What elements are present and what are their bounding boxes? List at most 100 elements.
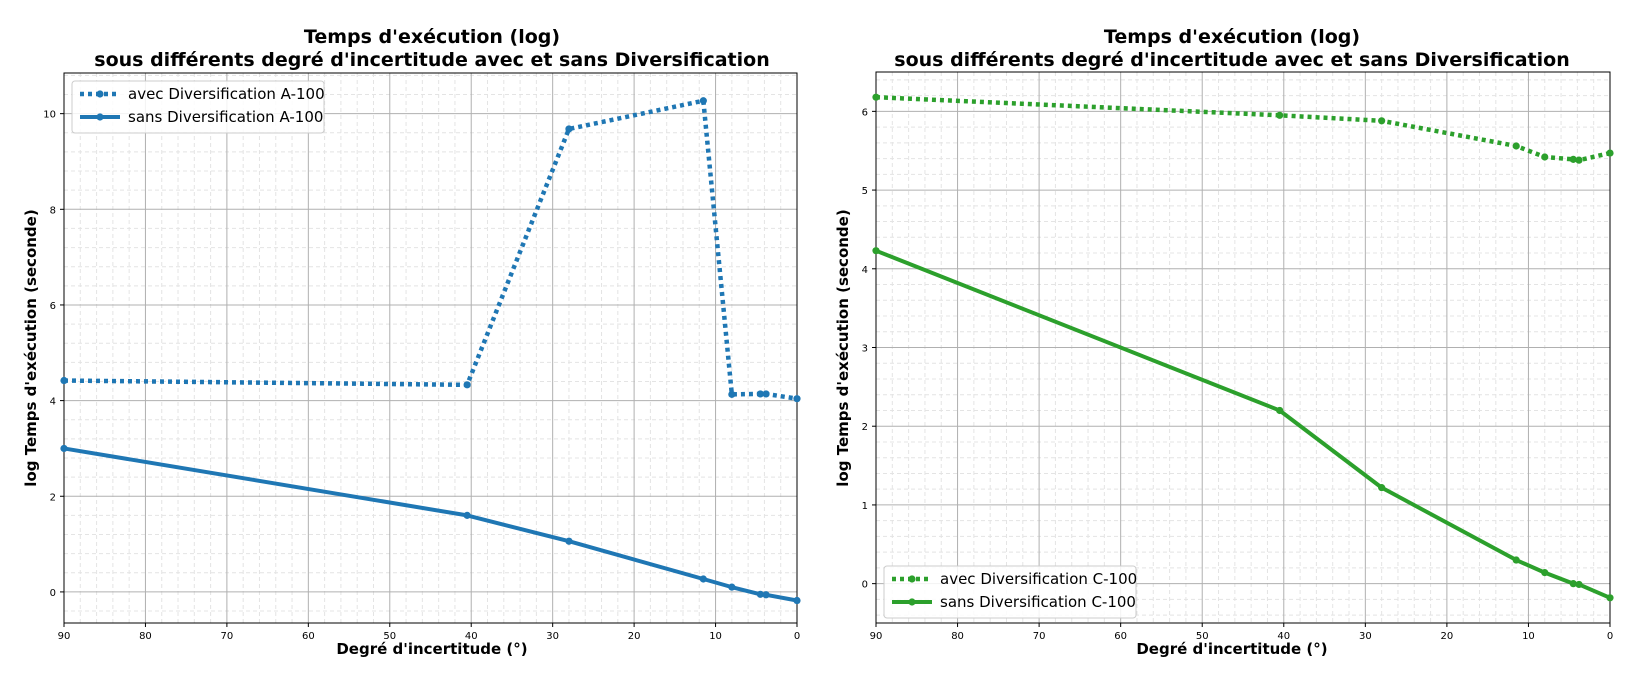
x-tick-label: 90	[870, 631, 883, 642]
legend-box	[71, 80, 325, 134]
y-tick-label: 2	[862, 422, 868, 433]
chart-right-y-axis-label: log Temps d'exécution (seconde)	[834, 209, 852, 486]
data-point	[728, 583, 736, 591]
x-tick-label: 80	[951, 631, 964, 642]
data-point	[1541, 569, 1549, 577]
data-point	[1378, 117, 1386, 125]
chart-left-plot: 90 80 70 60 50 40 30 20 10 0 0 2 4 6 8 10 avec Diversifi…	[43, 72, 801, 642]
data-point	[872, 93, 880, 101]
y-tick-label: 5	[862, 186, 868, 197]
data-point	[1569, 580, 1577, 588]
data-point	[699, 575, 707, 583]
series-line	[63, 98, 798, 401]
x-tick-label: 20	[1441, 631, 1454, 642]
chart-right-title-line-1: Temps d'exécution (log)	[1104, 26, 1360, 48]
y-tick-label: 4	[862, 265, 868, 276]
series-line	[875, 248, 1611, 600]
series-line	[875, 94, 1611, 163]
legend-swatch-marker	[96, 113, 104, 121]
chart-right: Temps d'exécution (log) sous différents …	[834, 26, 1570, 658]
data-point	[1276, 406, 1284, 415]
y-tick-label: 0	[50, 588, 56, 599]
x-tick-label: 70	[221, 631, 234, 642]
x-tick-label: 40	[1277, 631, 1290, 642]
data-point	[1606, 149, 1614, 157]
data-point	[699, 97, 707, 105]
legend-label: sans Diversification A-100	[128, 108, 323, 126]
x-tick-label: 30	[1359, 631, 1372, 642]
chart-left: Temps d'exécution (log) sous différents …	[22, 26, 770, 658]
data-point	[1378, 484, 1386, 492]
legend-label: avec Diversification C-100	[940, 570, 1137, 588]
data-point	[1541, 153, 1549, 161]
series-avec-diversification	[872, 93, 1614, 164]
data-point	[1569, 155, 1577, 163]
x-tick-label: 10	[1522, 631, 1535, 642]
x-tick-label: 60	[1114, 631, 1127, 642]
y-tick-label: 6	[862, 107, 868, 118]
data-point	[60, 444, 68, 453]
chart-right-x-axis-label: Degré d'incertitude (°)	[1136, 640, 1327, 658]
y-tick-label: 0	[862, 580, 868, 591]
x-tick-label: 80	[139, 631, 152, 642]
series-sans-diversification	[60, 444, 801, 605]
data-point	[1512, 556, 1520, 564]
data-point	[728, 390, 736, 398]
x-tick-label: 70	[1033, 631, 1046, 642]
data-point	[1575, 580, 1583, 589]
data-point	[756, 590, 764, 598]
x-tick-label: 20	[628, 631, 641, 642]
chart-left-x-axis-label: Degré d'incertitude (°)	[336, 640, 527, 658]
data-point	[793, 395, 801, 403]
chart-right-title-line-2: sous différents degré d'incertitude avec…	[894, 49, 1569, 71]
data-point	[565, 125, 573, 133]
x-tick-label: 90	[58, 631, 71, 642]
chart-left-title-line-1: Temps d'exécution (log)	[304, 26, 560, 48]
series-sans-diversification	[872, 247, 1614, 602]
series-avec-diversification	[60, 97, 801, 403]
y-tick-label: 6	[50, 301, 56, 312]
chart-right-plot: 90 80 70 60 50 40 30 20 10 0 0 1 2 3 4 5 6 avec Diversifi…	[862, 71, 1614, 642]
data-point	[1575, 156, 1583, 164]
y-tick-label: 10	[43, 110, 56, 121]
legend-swatch-marker	[908, 575, 916, 583]
data-point	[762, 591, 770, 599]
plot-frame	[63, 72, 798, 624]
x-tick-label: 50	[1196, 631, 1209, 642]
x-tick-label: 0	[1607, 631, 1613, 642]
y-tick-label: 3	[862, 344, 868, 355]
legend-box	[883, 565, 1137, 619]
x-tick-label: 60	[302, 631, 315, 642]
data-point	[872, 247, 880, 255]
x-tick-label: 0	[794, 631, 800, 642]
data-point	[1606, 594, 1614, 602]
data-point	[756, 390, 764, 398]
y-tick-label: 1	[862, 501, 868, 512]
legend-swatch-marker	[908, 598, 916, 606]
y-tick-label: 4	[50, 397, 56, 408]
data-point	[565, 537, 573, 545]
data-point	[1276, 111, 1284, 119]
legend-label: avec Diversification A-100	[128, 85, 325, 103]
x-tick-label: 50	[383, 631, 396, 642]
data-point	[60, 376, 68, 385]
chart-left-title-line-2: sous différents degré d'incertitude avec…	[94, 49, 769, 71]
chart-left-legend: avec Diversification A-100 sans Diversifi…	[71, 80, 325, 134]
legend-label: sans Diversification C-100	[940, 593, 1136, 611]
data-point	[463, 511, 471, 519]
data-point	[762, 390, 770, 398]
series-line	[63, 446, 798, 603]
legend-swatch-marker	[96, 90, 104, 98]
y-tick-label: 8	[50, 205, 56, 216]
data-point	[463, 381, 471, 389]
x-tick-label: 10	[709, 631, 722, 642]
x-tick-label: 40	[465, 631, 478, 642]
chart-left-y-axis-label: log Temps d'exécution (seconde)	[22, 209, 40, 486]
data-point	[1512, 142, 1520, 150]
data-point	[793, 596, 801, 605]
y-tick-label: 2	[50, 492, 56, 503]
plot-frame	[875, 71, 1611, 624]
chart-right-legend: avec Diversification C-100 sans Diversifi…	[883, 565, 1137, 619]
